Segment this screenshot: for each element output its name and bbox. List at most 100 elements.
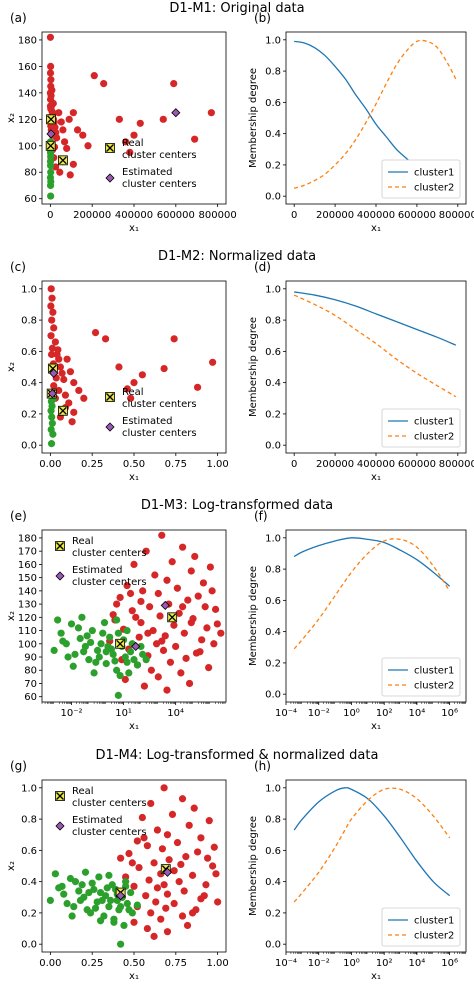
- data-point-red: [47, 332, 55, 340]
- data-point-green: [83, 632, 91, 640]
- data-point-red: [69, 160, 77, 168]
- y-tick-label: 0.4: [21, 378, 37, 389]
- row-title-2: D1-M2: Normalized data: [158, 249, 316, 264]
- data-point-green: [51, 870, 59, 878]
- legend-estimated-marker: [105, 422, 115, 432]
- data-point-red: [161, 632, 169, 640]
- data-point-green: [57, 629, 65, 637]
- y-tick-label: 1.0: [21, 783, 37, 794]
- data-point-red: [55, 386, 63, 395]
- data-point-green: [74, 624, 83, 632]
- y-tick-label: 0.6: [265, 347, 281, 358]
- legend-real-label: Real: [122, 138, 144, 149]
- estimated-center-marker: [49, 368, 59, 378]
- legend-label-cluster1: cluster1: [414, 417, 454, 428]
- panel-label: (h): [254, 759, 271, 773]
- data-point-green: [78, 881, 86, 889]
- y-tick-label: 140: [18, 586, 37, 597]
- data-point-red: [179, 543, 187, 551]
- data-point-red: [135, 633, 143, 641]
- data-point-green: [123, 899, 131, 908]
- data-point-red: [168, 810, 177, 819]
- data-point-red: [123, 581, 131, 590]
- data-point-red: [152, 898, 160, 906]
- x-tick-label: 0.50: [123, 958, 145, 969]
- data-point-green: [99, 629, 107, 637]
- data-point-red: [177, 669, 185, 677]
- y-tick-label: 0.6: [21, 347, 37, 358]
- data-point-red: [205, 817, 213, 825]
- data-point-red: [125, 849, 133, 858]
- data-point-red: [48, 316, 56, 324]
- data-point-red: [153, 884, 162, 892]
- y-tick-label: 80: [24, 168, 37, 179]
- data-point-red: [48, 294, 56, 302]
- data-point-red: [180, 887, 188, 895]
- data-point-red: [138, 813, 146, 822]
- data-point-green: [88, 626, 96, 635]
- plot-area: [50, 531, 225, 699]
- data-point-red: [60, 138, 69, 146]
- legend-real-label: Real: [122, 387, 144, 398]
- x-tick-label: 10⁻²: [308, 708, 330, 719]
- data-point-red: [188, 871, 197, 879]
- legend-label-cluster2: cluster2: [414, 432, 454, 443]
- data-point-red: [153, 826, 162, 834]
- data-point-green: [46, 896, 54, 905]
- data-point-green: [114, 691, 122, 699]
- legend-real-label: cluster centers: [122, 399, 197, 410]
- x-tick-label: 600000: [398, 210, 436, 221]
- data-point-red: [163, 576, 171, 584]
- legend-estimated-marker: [55, 821, 65, 831]
- data-point-green: [81, 868, 90, 876]
- data-point-green: [76, 634, 84, 643]
- data-point-red: [73, 126, 82, 134]
- y-tick-label: 90: [24, 653, 37, 664]
- x-tick-label: 10⁰: [343, 708, 360, 719]
- data-point-green: [54, 616, 62, 624]
- data-point-red: [123, 385, 131, 393]
- legend: cluster1 cluster2: [381, 408, 461, 448]
- data-point-green: [67, 620, 76, 628]
- data-point-green: [100, 619, 109, 627]
- x-axis-label: x₁: [129, 223, 139, 234]
- data-point-red: [173, 584, 181, 592]
- legend-real-marker-cross: [56, 792, 64, 800]
- series-line-cluster2: [293, 538, 451, 650]
- data-point-green: [71, 878, 80, 886]
- y-tick-label: 60: [24, 194, 37, 205]
- data-point-red: [130, 882, 138, 890]
- data-point-green: [64, 653, 72, 661]
- data-point-green: [76, 896, 85, 905]
- estimated-center-marker: [116, 891, 126, 901]
- data-point-red: [56, 363, 64, 371]
- data-point-green: [116, 671, 124, 680]
- data-point-red: [170, 335, 178, 343]
- data-point-red: [65, 399, 73, 407]
- legend-estimated-label: Estimated: [72, 565, 123, 576]
- data-point-red: [61, 391, 70, 399]
- data-point-green: [47, 168, 55, 176]
- data-point-red: [170, 867, 178, 875]
- y-tick-label: 0.2: [21, 908, 37, 919]
- data-point-red: [178, 912, 187, 920]
- y-axis-label: Membership degree: [248, 68, 259, 168]
- data-point-red: [157, 915, 165, 923]
- data-point-green: [47, 152, 55, 160]
- data-point-green: [68, 912, 76, 920]
- data-point-red: [79, 131, 87, 139]
- data-point-red: [47, 302, 55, 310]
- x-axis-label: x₁: [129, 472, 139, 483]
- data-point-red: [173, 838, 182, 847]
- x-axis-label: x₁: [129, 971, 139, 982]
- x-tick-label: 600000: [398, 459, 436, 470]
- data-point-red: [49, 308, 57, 316]
- data-point-green: [97, 640, 105, 648]
- plot-area: [46, 285, 217, 448]
- y-axis-label: x₂: [6, 362, 17, 372]
- panel-label: (a): [10, 11, 27, 25]
- data-point-green: [95, 873, 103, 881]
- panel-h: (h) 0.0 0.2 0.4 0.6 0.8 1.0 10⁻⁴ 10⁻² 10⁰ 10² 10⁴ 10…: [248, 759, 467, 982]
- data-point-red: [163, 831, 172, 839]
